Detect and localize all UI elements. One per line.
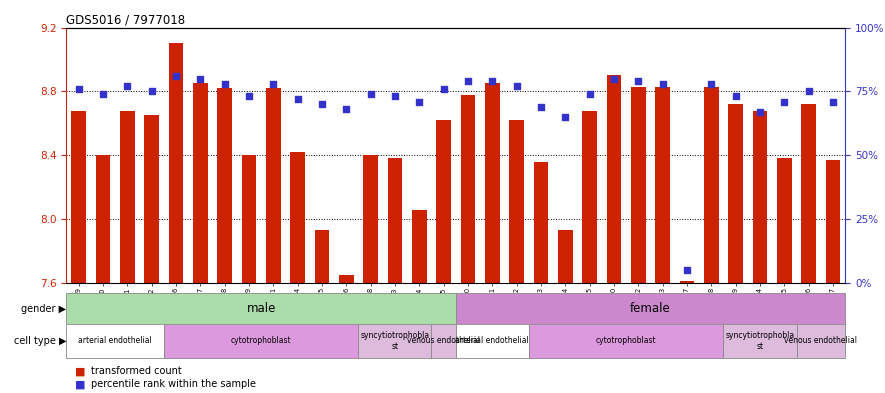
- Point: [242, 93, 256, 99]
- Bar: [242, 155, 257, 283]
- Bar: [509, 120, 524, 283]
- Point: [656, 81, 670, 87]
- Point: [485, 78, 499, 84]
- Bar: [66, 293, 456, 324]
- Point: [144, 88, 158, 94]
- Bar: [119, 110, 135, 283]
- Text: venous endothelial: venous endothelial: [407, 336, 480, 345]
- Point: [582, 91, 596, 97]
- Bar: [631, 86, 646, 283]
- Point: [510, 83, 524, 90]
- Bar: [582, 110, 596, 283]
- Text: ■: ■: [75, 379, 86, 389]
- Bar: [704, 86, 719, 283]
- Text: syncytiotrophobla
st: syncytiotrophobla st: [360, 331, 429, 351]
- Text: cytotrophoblast: cytotrophoblast: [231, 336, 291, 345]
- Bar: [460, 95, 475, 283]
- Point: [777, 98, 791, 105]
- Bar: [728, 104, 743, 283]
- Text: male: male: [246, 302, 276, 315]
- Bar: [290, 152, 304, 283]
- Point: [753, 108, 767, 115]
- Point: [680, 267, 694, 274]
- Point: [436, 86, 450, 92]
- Bar: [558, 230, 573, 283]
- Text: ■: ■: [75, 366, 86, 376]
- Bar: [66, 324, 164, 358]
- Point: [96, 91, 110, 97]
- Text: arterial endothelial: arterial endothelial: [78, 336, 152, 345]
- Bar: [680, 281, 695, 283]
- Bar: [431, 324, 456, 358]
- Bar: [529, 324, 724, 358]
- Bar: [266, 88, 281, 283]
- Bar: [96, 155, 110, 283]
- Bar: [777, 158, 792, 283]
- Bar: [796, 324, 845, 358]
- Bar: [144, 115, 159, 283]
- Bar: [164, 324, 358, 358]
- Text: gender ▶: gender ▶: [21, 303, 66, 314]
- Text: transformed count: transformed count: [91, 366, 182, 376]
- Text: syncytiotrophobla
st: syncytiotrophobla st: [726, 331, 795, 351]
- Bar: [358, 324, 431, 358]
- Text: percentile rank within the sample: percentile rank within the sample: [91, 379, 256, 389]
- Point: [120, 83, 135, 90]
- Point: [461, 78, 475, 84]
- Bar: [315, 230, 329, 283]
- Bar: [724, 324, 796, 358]
- Point: [388, 93, 402, 99]
- Bar: [456, 324, 528, 358]
- Point: [339, 106, 353, 112]
- Point: [728, 93, 743, 99]
- Bar: [607, 75, 621, 283]
- Bar: [218, 88, 232, 283]
- Point: [802, 88, 816, 94]
- Text: cell type ▶: cell type ▶: [14, 336, 66, 346]
- Point: [826, 98, 840, 105]
- Point: [290, 96, 304, 102]
- Point: [631, 78, 645, 84]
- Text: GDS5016 / 7977018: GDS5016 / 7977018: [66, 13, 186, 26]
- Bar: [339, 275, 353, 283]
- Point: [364, 91, 378, 97]
- Bar: [388, 158, 402, 283]
- Bar: [436, 120, 450, 283]
- Point: [72, 86, 86, 92]
- Bar: [655, 86, 670, 283]
- Bar: [534, 162, 549, 283]
- Point: [315, 101, 329, 107]
- Text: arterial endothelial: arterial endothelial: [456, 336, 529, 345]
- Text: venous endothelial: venous endothelial: [784, 336, 858, 345]
- Point: [412, 98, 427, 105]
- Bar: [72, 110, 86, 283]
- Bar: [802, 104, 816, 283]
- Bar: [485, 83, 499, 283]
- Point: [193, 75, 207, 82]
- Bar: [412, 209, 427, 283]
- Point: [169, 73, 183, 79]
- Bar: [456, 293, 845, 324]
- Point: [607, 75, 621, 82]
- Bar: [193, 83, 207, 283]
- Text: cytotrophoblast: cytotrophoblast: [596, 336, 657, 345]
- Bar: [826, 160, 841, 283]
- Point: [704, 81, 719, 87]
- Bar: [168, 44, 183, 283]
- Text: female: female: [630, 302, 671, 315]
- Bar: [752, 110, 767, 283]
- Point: [266, 81, 281, 87]
- Point: [218, 81, 232, 87]
- Point: [534, 103, 548, 110]
- Bar: [363, 155, 378, 283]
- Point: [558, 114, 573, 120]
